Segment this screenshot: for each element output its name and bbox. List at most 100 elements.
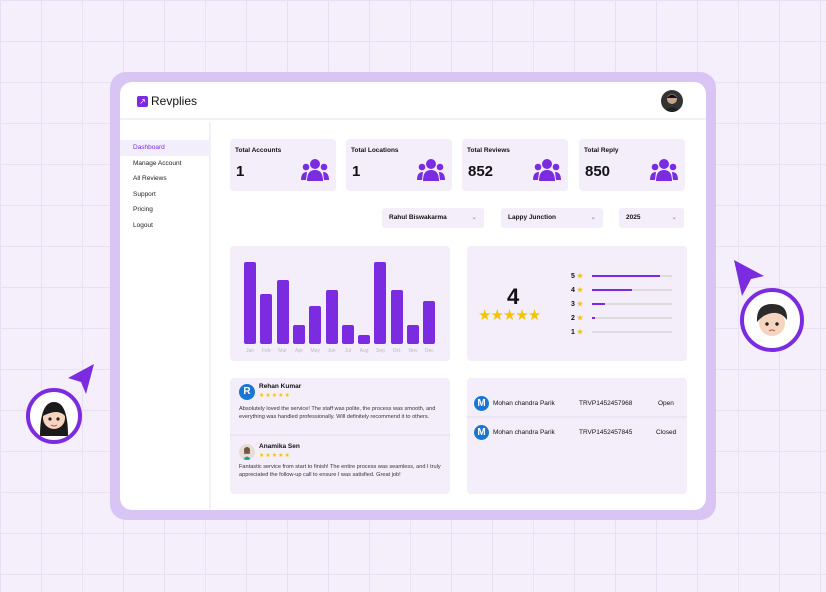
bar-dec[interactable] xyxy=(423,301,436,344)
stat-title: Total Reviews xyxy=(467,147,510,154)
sidebar-item-manage-account[interactable]: Manage Account xyxy=(133,159,182,167)
bar-mar[interactable] xyxy=(276,280,289,344)
user-avatar[interactable] xyxy=(661,90,683,112)
star-icon: ★ xyxy=(576,273,584,280)
bar-nov[interactable] xyxy=(407,325,419,344)
x-tick-label: Jul xyxy=(344,348,351,354)
bar-jan[interactable] xyxy=(244,262,256,344)
user-avatar-female xyxy=(26,388,82,444)
sidebar-item-logout[interactable]: Logout xyxy=(133,221,153,229)
bar-aug[interactable] xyxy=(358,335,371,344)
reviewer-name: Rehan Kumar xyxy=(259,383,302,390)
rating-row-2: 2 ★ xyxy=(571,313,583,323)
rating-star-label: 4 xyxy=(571,286,575,294)
logo[interactable]: ↗ Revplies xyxy=(137,94,197,108)
review-item[interactable]: R Rehan Kumar ★★★★★ Absolutely loved the… xyxy=(230,378,450,436)
x-tick-label: Jun xyxy=(327,348,336,354)
ticket-row[interactable]: M Mohan chandra Parik TRVP1452457968 Ope… xyxy=(467,390,687,418)
reviewer-avatar: R xyxy=(239,384,255,400)
monthly-reviews-chart: Jan Feb Mar Apr May Jun Jul Aug Sep Oct Nov Dec xyxy=(230,246,450,361)
ticket-id: TRVP1452457845 xyxy=(579,429,633,436)
review-text: Absolutely loved the service! The staff … xyxy=(239,406,436,420)
bar-sep[interactable] xyxy=(374,262,387,344)
chevron-down-icon: ⌄ xyxy=(590,214,596,221)
ticket-avatar: M xyxy=(474,425,489,440)
x-tick-label: Mar xyxy=(278,348,287,354)
sidebar-item-pricing[interactable]: Pricing xyxy=(133,206,153,213)
stat-title: Total Locations xyxy=(351,147,399,154)
x-tick-label: Feb xyxy=(261,348,271,354)
ticket-avatar: M xyxy=(474,396,489,411)
rating-star-label: 1 xyxy=(571,328,575,336)
rating-row-3: 3 ★ xyxy=(571,299,583,309)
stat-value: 1 xyxy=(236,163,245,180)
ticket-status: Open xyxy=(658,400,674,407)
rating-bar-track xyxy=(592,275,672,277)
review-stars: ★★★★★ xyxy=(259,393,291,399)
bar-may[interactable] xyxy=(309,306,322,344)
year-select[interactable]: 2025 ⌄ xyxy=(619,208,684,228)
app-name: Revplies xyxy=(151,94,198,108)
stat-title: Total Accounts xyxy=(235,147,282,154)
rating-bar-fill xyxy=(592,275,660,277)
cursor-arrow-icon xyxy=(734,260,764,296)
stat-card-total-accounts: Total Accounts 1 xyxy=(230,139,336,191)
rating-bar-fill xyxy=(592,289,632,291)
location-select-value: Lappy Junction xyxy=(508,214,557,221)
rating-bar-track xyxy=(592,303,672,305)
x-tick-label: Dec xyxy=(424,348,434,354)
bar-jun[interactable] xyxy=(325,290,338,344)
rating-bar-track xyxy=(592,289,672,291)
rating-star-label: 3 xyxy=(571,300,575,308)
ticket-name: Mohan chandra Parik xyxy=(493,429,555,436)
average-rating: 4 xyxy=(507,284,520,309)
rating-row-5: 5 ★ xyxy=(571,271,583,281)
rating-row-4: 4 ★ xyxy=(571,285,583,295)
ticket-row[interactable]: M Mohan chandra Parik TRVP1452457845 Clo… xyxy=(467,419,687,447)
x-tick-label: Aug xyxy=(359,348,369,354)
x-tick-label: Oct xyxy=(392,348,401,354)
bar-oct[interactable] xyxy=(390,290,403,344)
user-avatar-male xyxy=(740,288,804,352)
bar-apr[interactable] xyxy=(292,325,305,344)
reviewer-avatar xyxy=(239,444,255,460)
stat-card-total-reviews: Total Reviews 852 xyxy=(462,139,568,191)
sidebar: Dashboard Manage Account All Reviews Sup… xyxy=(120,122,211,510)
review-text: Fantastic service from start to finish! … xyxy=(239,464,441,478)
user-select-value: Rahul Biswakarma xyxy=(389,214,447,221)
rating-row-1: 1 ★ xyxy=(571,327,583,337)
recent-reviews-panel: R Rehan Kumar ★★★★★ Absolutely loved the… xyxy=(230,378,450,494)
review-stars: ★★★★★ xyxy=(259,453,291,459)
rating-bar-fill xyxy=(592,317,596,319)
reviewer-name: Anamika Sen xyxy=(259,443,300,450)
tickets-panel: M Mohan chandra Parik TRVP1452457968 Ope… xyxy=(467,378,687,494)
rating-bar-track xyxy=(592,317,672,319)
ticket-name: Mohan chandra Parik xyxy=(493,400,555,407)
chevron-down-icon: ⌄ xyxy=(671,214,677,221)
sidebar-item-dashboard[interactable]: Dashboard xyxy=(120,140,209,156)
sidebar-item-support[interactable]: Support xyxy=(133,190,156,198)
star-icon: ★ xyxy=(576,315,584,322)
user-select[interactable]: Rahul Biswakarma ⌄ xyxy=(382,208,484,228)
x-tick-label: Apr xyxy=(295,348,303,354)
chevron-down-icon: ⌄ xyxy=(471,214,477,221)
ticket-status: Closed xyxy=(656,429,677,436)
rating-star-label: 5 xyxy=(571,272,575,280)
ticket-id: TRVP1452457968 xyxy=(579,400,633,407)
stat-card-total-reply: Total Reply 850 xyxy=(579,139,685,191)
x-tick-label: Sep xyxy=(375,348,385,354)
sidebar-item-all-reviews[interactable]: All Reviews xyxy=(133,175,167,182)
bar-feb[interactable] xyxy=(260,294,273,344)
rating-bar-fill xyxy=(592,303,605,305)
rating-bar-track xyxy=(592,331,672,333)
average-stars: ★★★★★ xyxy=(478,307,541,324)
stat-value: 852 xyxy=(468,163,494,180)
logo-arrow-icon: ↗ xyxy=(137,95,148,107)
cursor-arrow-icon xyxy=(68,364,94,394)
review-item[interactable]: Anamika Sen ★★★★★ Fantastic service from… xyxy=(230,438,450,494)
bar-jul[interactable] xyxy=(341,325,354,344)
location-select[interactable]: Lappy Junction ⌄ xyxy=(501,208,603,228)
rating-panel: 4 ★★★★★ 5 ★ 4 ★ 3 ★ 2 ★ 1 ★ xyxy=(467,246,687,361)
rating-star-label: 2 xyxy=(571,314,575,322)
header: ↗ Revplies xyxy=(120,82,706,120)
